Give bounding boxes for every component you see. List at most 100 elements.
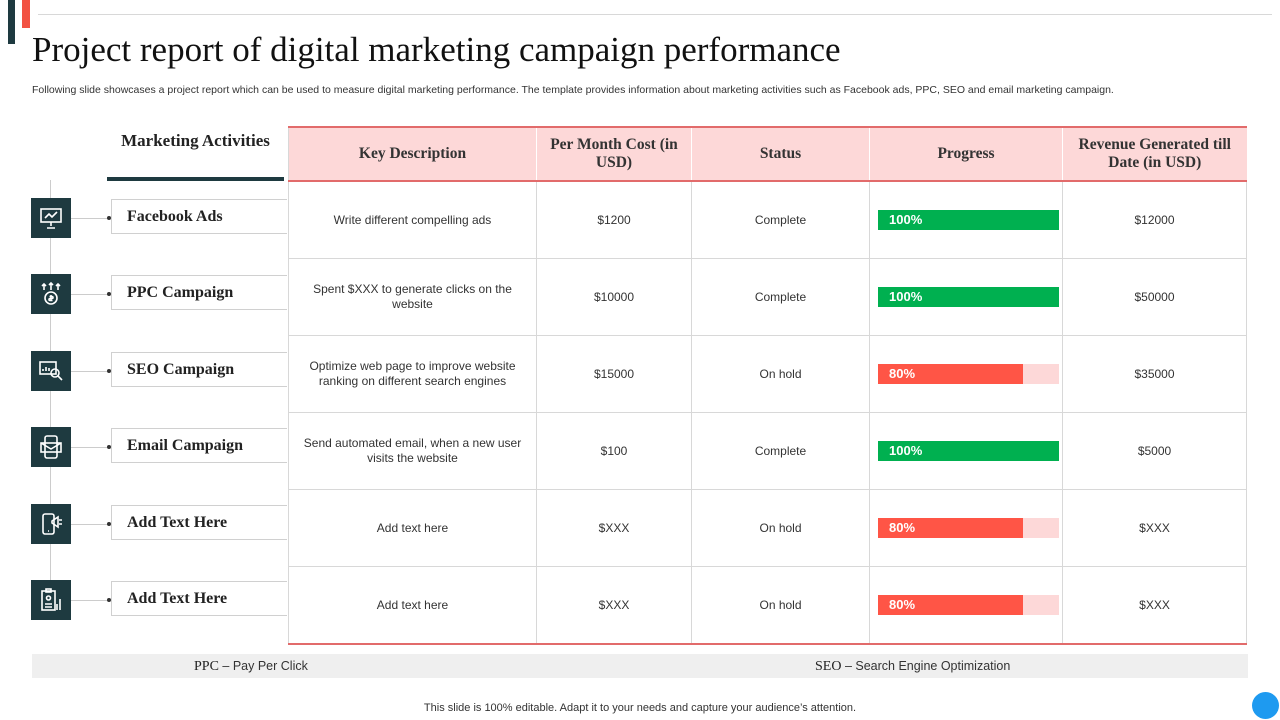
cell-cost: $1200 [536,180,692,259]
activity-bullet [107,598,111,602]
activity-label: Add Text Here [111,505,287,540]
accent-bar-dark [8,0,15,44]
activity-connector [71,524,109,525]
activity-bullet [107,445,111,449]
cell-status: On hold [691,489,870,567]
cell-progress: 100% [869,412,1063,490]
cell-progress: 100% [869,258,1063,336]
activity-connector [71,447,109,448]
col-per-month-cost: Per Month Cost (in USD) [536,126,692,182]
table-row: Add text here $XXX On hold 80% $XXX [288,566,1247,645]
activity-bullet [107,216,111,220]
dollar-arrows-icon [31,274,71,314]
activity-bullet [107,522,111,526]
cell-description: Write different compelling ads [288,180,537,259]
activity-label: Add Text Here [111,581,287,616]
cell-description: Add text here [288,566,537,645]
progress-fill [878,518,1023,538]
cell-revenue: $XXX [1062,489,1247,567]
activity-connector [71,294,109,295]
activity-item: Add Text Here [0,486,290,563]
progress-label: 100% [889,289,923,304]
page-subtitle: Following slide showcases a project repo… [32,84,1114,96]
activity-label: Facebook Ads [111,199,287,234]
table-row: Spent $XXX to generate clicks on the web… [288,258,1247,336]
table-row: Write different compelling ads $1200 Compl… [288,180,1247,259]
table-header-row: Key Description Per Month Cost (in USD) … [288,126,1247,182]
presentation-board-icon [31,198,71,238]
chart-magnifier-icon [31,351,71,391]
cell-description: Spent $XXX to generate clicks on the web… [288,258,537,336]
activity-bullet [107,292,111,296]
cell-status: Complete [691,258,870,336]
activity-connector [71,371,109,372]
legend-band: PPC – Pay Per Click SEO – Search Engine … [32,654,1248,678]
activity-label: SEO Campaign [111,352,287,387]
cell-cost: $XXX [536,489,692,567]
activity-label: PPC Campaign [111,275,287,310]
table-row: Add text here $XXX On hold 80% $XXX [288,489,1247,567]
col-key-description: Key Description [288,126,537,182]
cell-revenue: $50000 [1062,258,1247,336]
progress-track: 80% [878,518,1059,538]
activity-connector [71,600,109,601]
progress-label: 100% [889,443,923,458]
table-row: Optimize web page to improve website ran… [288,335,1247,413]
legend-ppc: PPC – Pay Per Click [194,654,308,679]
mobile-megaphone-icon [31,504,71,544]
progress-fill [878,441,1059,461]
progress-fill [878,364,1023,384]
activity-label: Email Campaign [111,428,287,463]
legend-ppc-text: – Pay Per Click [222,659,308,673]
activity-item: Email Campaign [0,409,290,486]
clipboard-chart-icon [31,580,71,620]
activity-item: Facebook Ads [0,180,290,257]
corner-dot [1252,692,1279,719]
footer-note: This slide is 100% editable. Adapt it to… [423,702,857,714]
top-divider [38,14,1272,15]
activity-item: SEO Campaign [0,333,290,410]
cell-description: Send automated email, when a new user vi… [288,412,537,490]
cell-revenue: $12000 [1062,180,1247,259]
activity-bullet [107,369,111,373]
cell-cost: $100 [536,412,692,490]
legend-seo-text: – Search Engine Optimization [844,659,1011,673]
cell-cost: $XXX [536,566,692,645]
progress-label: 80% [889,520,916,535]
cell-progress: 80% [869,566,1063,645]
legend-ppc-abbr: PPC [194,659,219,674]
col-progress: Progress [869,126,1063,182]
cell-description: Add text here [288,489,537,567]
cell-status: Complete [691,180,870,259]
activity-item: Add Text Here [0,562,290,639]
cell-status: Complete [691,412,870,490]
table-body: Write different compelling ads $1200 Compl… [288,180,1247,645]
progress-label: 100% [889,212,923,227]
progress-label: 80% [889,366,916,381]
progress-track: 100% [878,287,1059,307]
activity-item: PPC Campaign [0,256,290,333]
activities-header-underline [107,177,284,181]
progress-fill [878,287,1059,307]
cell-description: Optimize web page to improve website ran… [288,335,537,413]
campaign-table: Key Description Per Month Cost (in USD) … [288,126,1247,645]
col-status: Status [691,126,870,182]
page-title: Project report of digital marketing camp… [32,30,841,69]
legend-seo: SEO – Search Engine Optimization [815,654,1010,679]
legend-seo-abbr: SEO [815,659,842,674]
accent-bar-red [22,0,30,28]
activities-header: Marketing Activities [121,131,270,150]
cell-progress: 100% [869,180,1063,259]
table-row: Send automated email, when a new user vi… [288,412,1247,490]
progress-fill [878,595,1023,615]
cell-cost: $10000 [536,258,692,336]
progress-track: 80% [878,595,1059,615]
cell-status: On hold [691,335,870,413]
col-revenue: Revenue Generated till Date (in USD) [1062,126,1247,182]
progress-track: 100% [878,441,1059,461]
progress-track: 100% [878,210,1059,230]
cell-progress: 80% [869,335,1063,413]
progress-fill [878,210,1059,230]
cell-progress: 80% [869,489,1063,567]
cell-cost: $15000 [536,335,692,413]
